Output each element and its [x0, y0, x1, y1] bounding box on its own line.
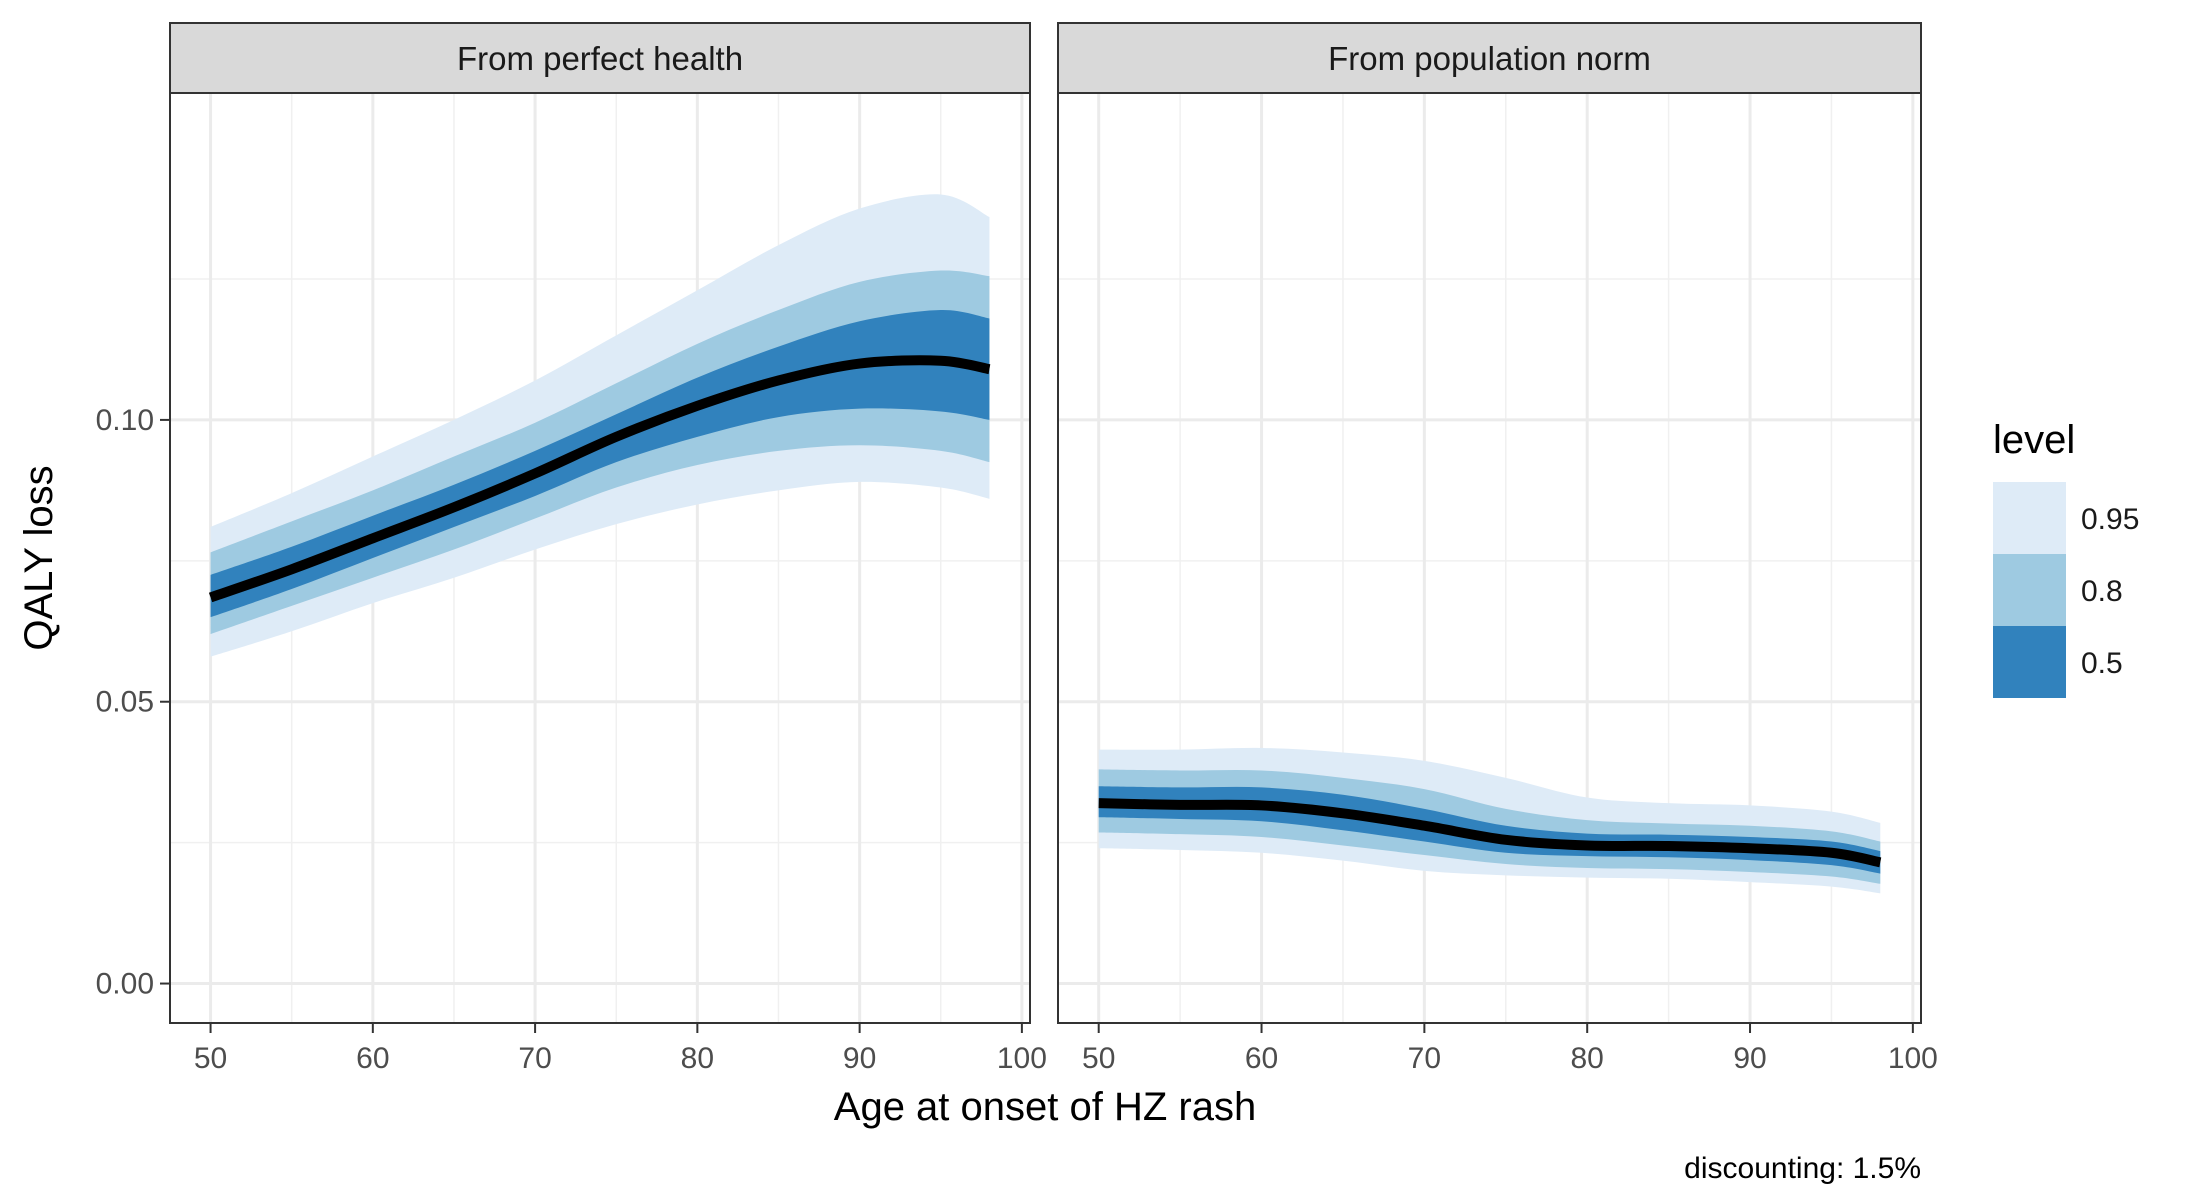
legend-title: level	[1993, 418, 2075, 462]
strip-background	[169, 22, 1031, 94]
y-tick-label: 0.10	[96, 404, 154, 437]
x-tick-label: 50	[194, 1042, 227, 1075]
y-tick-label: 0.00	[96, 968, 154, 1001]
x-tick-label: 90	[843, 1042, 876, 1075]
x-tick-label: 50	[1082, 1042, 1115, 1075]
y-tick-label: 0.05	[96, 686, 154, 719]
legend-label: 0.8	[2081, 575, 2123, 608]
plot-area	[170, 93, 1030, 1023]
x-axis: 50 60 70 80 90 100 50 60 70 80 90 100	[194, 1023, 1938, 1075]
x-tick-label: 60	[356, 1042, 389, 1075]
caption: discounting: 1.5%	[1684, 1152, 1921, 1185]
y-axis: 0.00 0.05 0.10	[96, 404, 170, 1001]
x-tick-label: 70	[518, 1042, 551, 1075]
legend-key	[1993, 554, 2066, 626]
panel-from-population-norm: From population norm	[1057, 22, 1922, 1024]
ribbon-0_5	[210, 309, 990, 618]
legend: level 0.95 0.8 0.5	[1993, 418, 2139, 698]
x-tick-label: 90	[1733, 1042, 1766, 1075]
x-tick-label: 100	[997, 1042, 1047, 1075]
strip-background	[1057, 22, 1922, 94]
median-line	[208, 355, 991, 603]
legend-label: 0.5	[2081, 647, 2123, 680]
panel-from-perfect-health: From perfect health	[169, 22, 1031, 1024]
legend-key	[1993, 482, 2066, 554]
x-axis-title: Age at onset of HZ rash	[834, 1085, 1256, 1129]
x-tick-label: 80	[681, 1042, 714, 1075]
x-tick-label: 60	[1245, 1042, 1278, 1075]
strip-label: From perfect health	[457, 40, 743, 77]
median-line	[1098, 798, 1882, 868]
plot-area	[1058, 93, 1921, 1023]
panel-border	[1057, 92, 1922, 1024]
x-tick-label: 70	[1408, 1042, 1441, 1075]
x-tick-label: 100	[1888, 1042, 1938, 1075]
legend-key	[1993, 626, 2066, 698]
panel-border	[169, 92, 1031, 1024]
x-tick-label: 80	[1571, 1042, 1604, 1075]
legend-label: 0.95	[2081, 503, 2139, 536]
y-axis-title: QALY loss	[17, 465, 61, 650]
strip-label: From population norm	[1328, 40, 1651, 77]
